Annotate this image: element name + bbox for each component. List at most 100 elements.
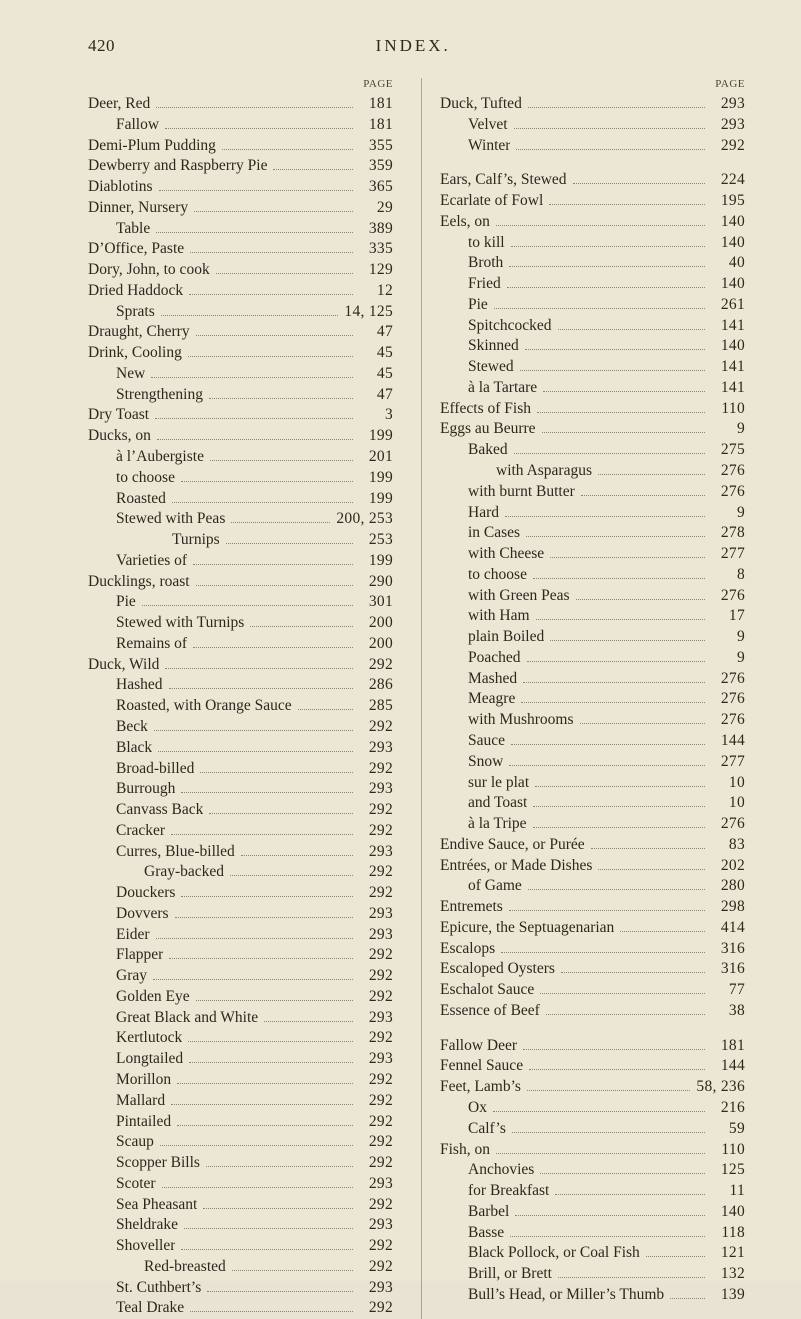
index-entry-page: 292 xyxy=(359,1236,393,1257)
index-entry: Dried Haddock12 xyxy=(88,281,393,302)
leader-dots xyxy=(162,1187,353,1188)
leader-dots xyxy=(154,730,353,731)
index-entry-page: 132 xyxy=(711,1264,745,1285)
index-entry: Entremets298 xyxy=(440,897,745,918)
leader-dots xyxy=(526,536,705,537)
index-entry-label: Gray-backed xyxy=(144,862,224,883)
index-entry-label: Table xyxy=(116,219,150,240)
index-entry-page: 141 xyxy=(711,357,745,378)
index-entry: Ox216 xyxy=(440,1098,745,1119)
leader-dots xyxy=(509,266,705,267)
index-entry-label: Ecarlate of Fowl xyxy=(440,191,543,212)
index-entry-label: Great Black and White xyxy=(116,1008,258,1029)
leader-dots xyxy=(535,786,705,787)
index-column-left: PAGE Deer, Red181Fallow181Demi-Plum Pudd… xyxy=(88,78,393,1319)
index-entry-page: 276 xyxy=(711,586,745,607)
index-entry-page: 200, 253 xyxy=(336,509,393,530)
leader-dots xyxy=(533,806,705,807)
leader-dots xyxy=(264,1021,353,1022)
index-entry-label: Gray xyxy=(116,966,147,987)
index-entry: Stewed with Turnips200 xyxy=(88,613,393,634)
index-entry-page: 293 xyxy=(359,1008,393,1029)
index-entry-page: 316 xyxy=(711,939,745,960)
index-entry: Beck292 xyxy=(88,717,393,738)
index-entry: Eels, on140 xyxy=(440,212,745,233)
index-entry-page: 224 xyxy=(711,170,745,191)
index-entry-page: 293 xyxy=(359,738,393,759)
index-entry: with Green Peas276 xyxy=(440,586,745,607)
index-entry-label: à la Tripe xyxy=(468,814,527,835)
index-entry-page: 293 xyxy=(359,1215,393,1236)
leader-dots xyxy=(151,377,353,378)
index-entry-page: 9 xyxy=(711,419,745,440)
index-entry: Ears, Calf’s, Stewed224 xyxy=(440,170,745,191)
index-entry-label: with Asparagus xyxy=(496,461,592,482)
index-entry-label: Scopper Bills xyxy=(116,1153,200,1174)
index-entry: and Toast10 xyxy=(440,793,745,814)
leader-dots xyxy=(206,1166,353,1167)
index-entry: Teal Drake292 xyxy=(88,1298,393,1319)
index-entry-page: 278 xyxy=(711,523,745,544)
index-entry-label: New xyxy=(116,364,145,385)
index-entry: Cracker292 xyxy=(88,821,393,842)
index-entry-label: Endive Sauce, or Purée xyxy=(440,835,585,856)
leader-dots xyxy=(177,1125,353,1126)
index-entry-label: Escaloped Oysters xyxy=(440,959,555,980)
index-entry-label: à la Tartare xyxy=(468,378,537,399)
index-entry: Sea Pheasant292 xyxy=(88,1195,393,1216)
index-entry-label: Fried xyxy=(468,274,501,295)
index-entry: Snow277 xyxy=(440,752,745,773)
index-entry-label: Golden Eye xyxy=(116,987,190,1008)
index-entry: Mallard292 xyxy=(88,1091,393,1112)
index-entry: Epicure, the Septuagenarian414 xyxy=(440,918,745,939)
leader-dots xyxy=(520,370,705,371)
leader-dots xyxy=(169,688,354,689)
index-entry-page: 277 xyxy=(711,544,745,565)
leader-dots xyxy=(157,439,353,440)
index-entry-page: 45 xyxy=(359,364,393,385)
leader-dots xyxy=(523,1049,705,1050)
index-entry: Scoter293 xyxy=(88,1174,393,1195)
index-entry-label: with Mushrooms xyxy=(468,710,574,731)
index-entry: Skinned140 xyxy=(440,336,745,357)
index-entry: of Game280 xyxy=(440,876,745,897)
column-head-left: PAGE xyxy=(88,78,393,90)
index-entry-page: 292 xyxy=(359,862,393,883)
index-entry: Fried140 xyxy=(440,274,745,295)
leader-dots xyxy=(561,972,705,973)
index-entry: in Cases278 xyxy=(440,523,745,544)
index-entry: Demi-Plum Pudding355 xyxy=(88,136,393,157)
index-entry-label: Brill, or Brett xyxy=(468,1264,552,1285)
index-page: 420 INDEX. 000 PAGE Deer, Red181Fallow18… xyxy=(0,0,801,1281)
index-entry-page: 110 xyxy=(711,1140,745,1161)
index-entry-page: 140 xyxy=(711,1202,745,1223)
index-entry-page: 335 xyxy=(359,239,393,260)
index-entry: Longtailed293 xyxy=(88,1049,393,1070)
index-entry-page: 47 xyxy=(359,385,393,406)
leader-dots xyxy=(165,128,353,129)
leader-dots xyxy=(514,128,705,129)
leader-dots xyxy=(509,910,705,911)
leader-dots xyxy=(493,1111,705,1112)
leader-dots xyxy=(509,765,705,766)
index-entry-label: Hashed xyxy=(116,675,163,696)
index-entry-page: 276 xyxy=(711,814,745,835)
index-entry-page: 14, 125 xyxy=(344,302,393,323)
index-entry-page: 199 xyxy=(359,468,393,489)
index-entry: Ecarlate of Fowl195 xyxy=(440,191,745,212)
index-entry: Ducklings, roast290 xyxy=(88,572,393,593)
index-entry: Baked275 xyxy=(440,440,745,461)
index-entry: Fish, on110 xyxy=(440,1140,745,1161)
index-entry-page: 293 xyxy=(359,925,393,946)
index-entry-label: Flapper xyxy=(116,945,163,966)
index-entry-page: 292 xyxy=(711,136,745,157)
index-entry-label: Calf’s xyxy=(468,1119,506,1140)
index-entry-page: 58, 236 xyxy=(696,1077,745,1098)
leader-dots xyxy=(203,1208,353,1209)
index-entry-page: 144 xyxy=(711,1056,745,1077)
index-entry-page: 199 xyxy=(359,551,393,572)
leader-dots xyxy=(230,875,353,876)
leader-dots xyxy=(598,474,705,475)
index-entry-label: Velvet xyxy=(468,115,508,136)
index-entry: Eschalot Sauce77 xyxy=(440,980,745,1001)
